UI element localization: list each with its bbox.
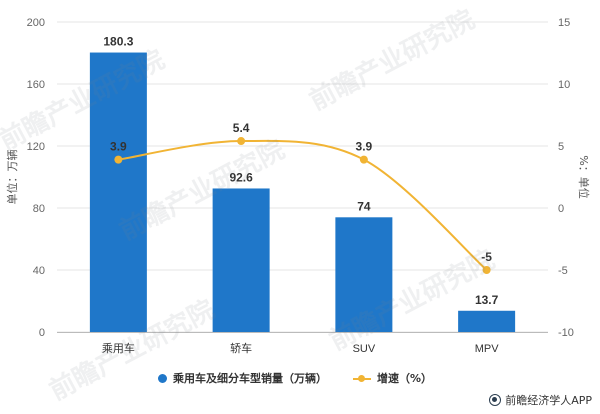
bar	[212, 188, 270, 332]
y-tick-label: 200	[27, 17, 45, 29]
line-series	[114, 137, 491, 274]
y2-tick-label: 15	[558, 17, 570, 29]
x-tick-label: MPV	[475, 343, 500, 355]
legend-label-line: 增速（%）	[377, 372, 433, 385]
y2-tick-label: -5	[558, 265, 568, 277]
bar	[335, 217, 393, 332]
bar	[458, 310, 516, 332]
y-tick-label: 80	[33, 203, 45, 215]
source-credit: 前瞻经济学人APP	[489, 392, 592, 408]
x-tick-label: 乘用车	[102, 341, 135, 355]
y2-tick-label: 5	[558, 141, 564, 153]
line-point	[114, 155, 123, 164]
bar-value-label: 180.3	[103, 35, 133, 49]
bar-value-label: 13.7	[475, 293, 499, 307]
line-value-label: 5.4	[233, 121, 250, 135]
bar-value-label: 74	[357, 199, 371, 213]
line-series-marker	[353, 374, 371, 383]
y2-tick-label: -10	[558, 327, 574, 339]
legend-item-bar[interactable]: 乘用车及细分车型销量（万辆）	[158, 370, 327, 386]
line-point	[482, 266, 491, 274]
y-tick-label: 40	[33, 265, 45, 277]
bar-series	[89, 52, 516, 332]
line-point	[359, 155, 368, 164]
line-value-label: 3.9	[356, 140, 373, 154]
line-value-label: 3.9	[110, 140, 127, 154]
y-tick-label: 0	[39, 327, 45, 339]
bar-series-marker	[158, 373, 167, 383]
y2-tick-label: 10	[558, 79, 570, 91]
growth-line	[118, 139, 488, 271]
legend-item-line[interactable]: 增速（%）	[353, 370, 432, 386]
y-tick-label: 120	[27, 141, 45, 153]
y-tick-label: 160	[27, 79, 45, 91]
x-tick-label: 轿车	[230, 341, 252, 355]
x-tick-label: SUV	[353, 343, 376, 355]
logo-icon	[489, 394, 502, 406]
line-point	[237, 137, 246, 146]
axes: 0 40 80 120 160 200 -10 -5 0 5 10 15 乘用车 轿车 SUV MPV	[27, 17, 574, 355]
line-value-label: -5	[481, 250, 492, 264]
source-text: 前瞻经济学人APP	[505, 394, 592, 407]
bar-value-label: 92.6	[229, 170, 253, 184]
legend-label-bar: 乘用车及细分车型销量（万辆）	[173, 372, 327, 385]
data-labels: 180.3 92.6 74 13.7 3.9 5.4 3.9 -5	[103, 35, 498, 307]
y2-tick-label: 0	[558, 203, 564, 215]
y2-axis-title: %：单位	[577, 155, 591, 198]
y-axis-title: 单位：万辆	[5, 150, 19, 205]
bar	[89, 52, 147, 332]
legend: 乘用车及细分车型销量（万辆） 增速（%）	[158, 370, 432, 386]
